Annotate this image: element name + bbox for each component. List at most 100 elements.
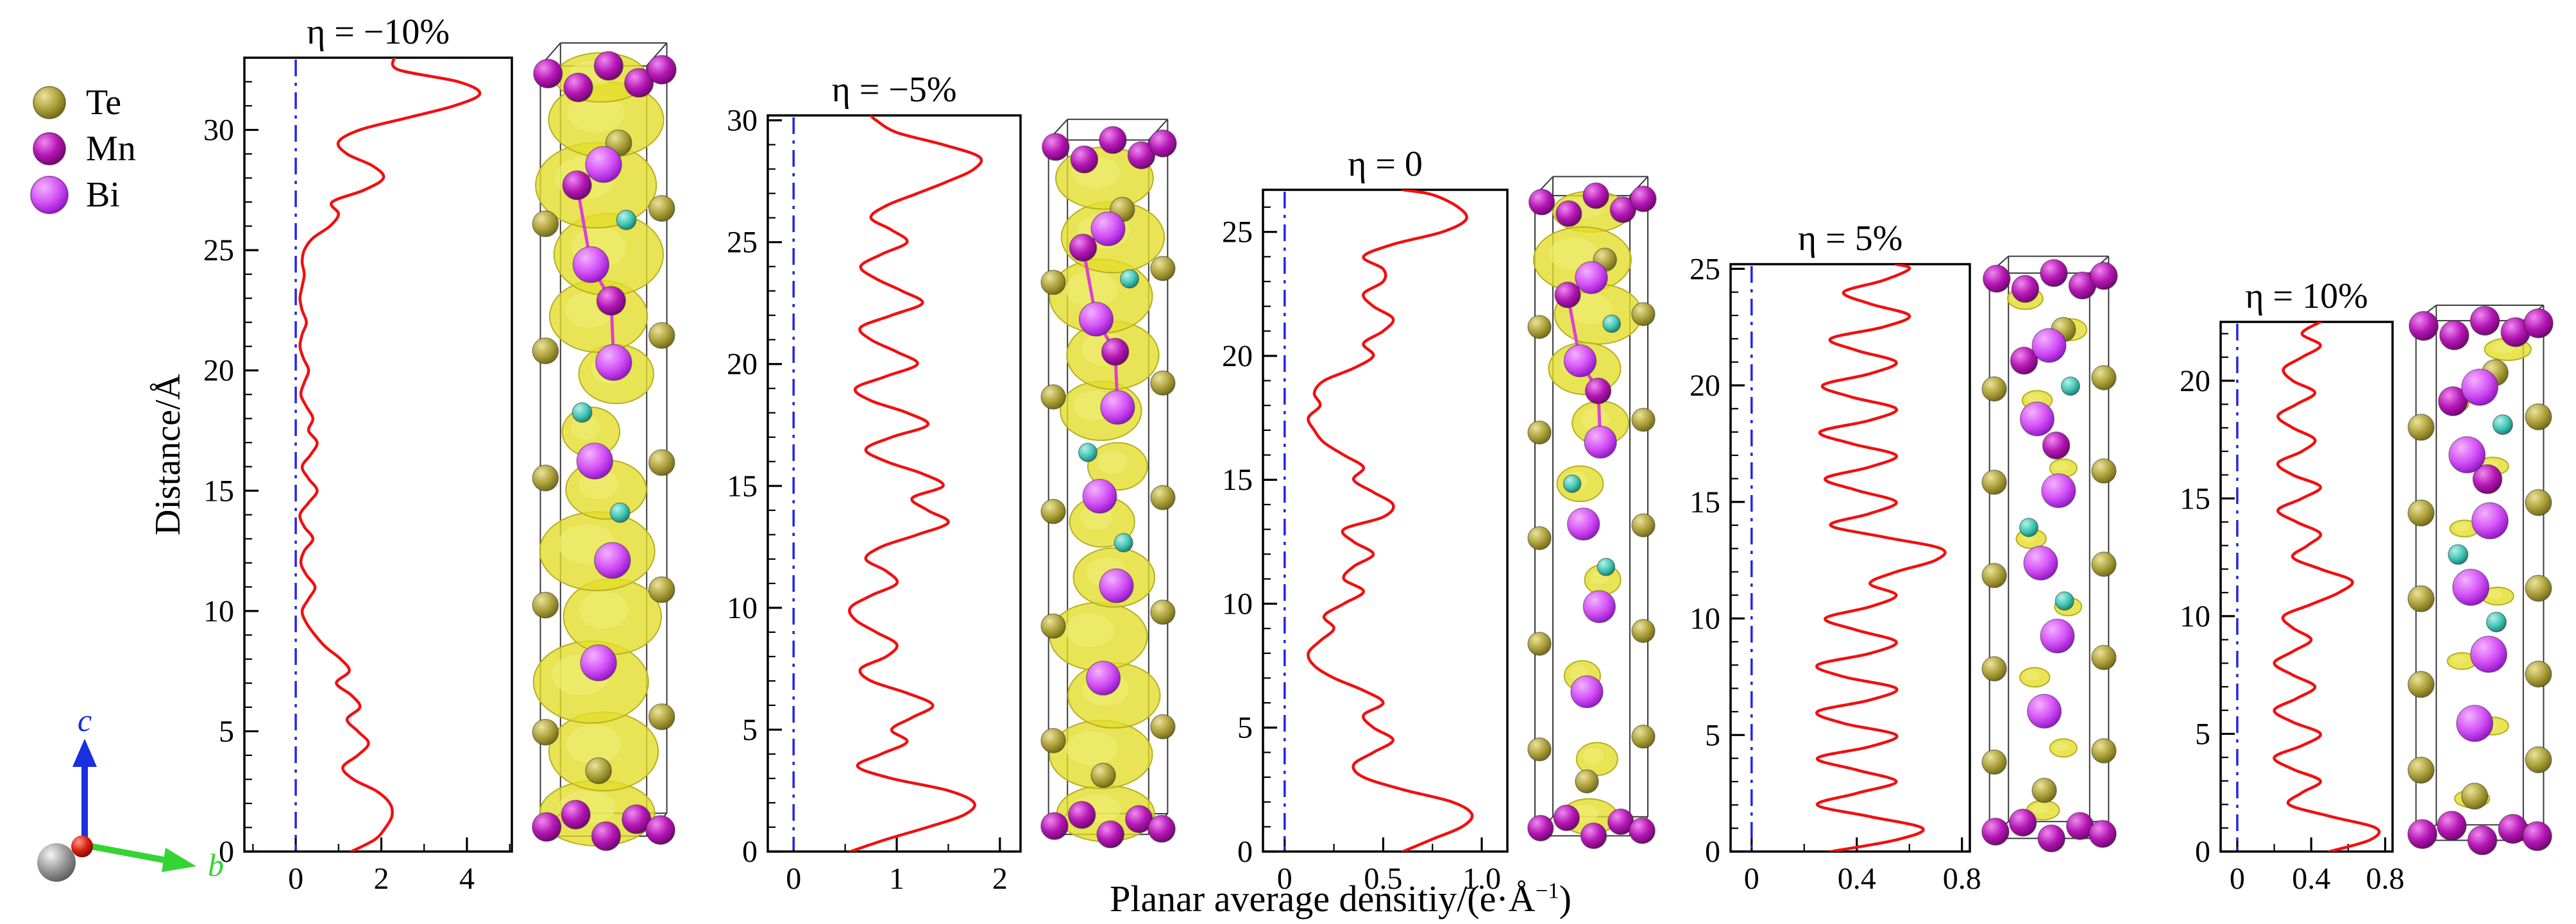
te-atom bbox=[585, 757, 613, 784]
bi-atom bbox=[585, 146, 622, 183]
bi-atom bbox=[1575, 261, 1608, 294]
plot-frame bbox=[767, 114, 1022, 853]
x-atom bbox=[572, 402, 593, 423]
bi-atom bbox=[1582, 590, 1616, 623]
te-atom bbox=[1631, 619, 1656, 643]
bi-atom bbox=[1099, 568, 1134, 603]
te-atom bbox=[1040, 269, 1066, 296]
te-atom bbox=[1527, 315, 1552, 339]
isosurface-highlight bbox=[2031, 803, 2049, 814]
isosurface-highlight bbox=[566, 725, 622, 764]
bi-atom bbox=[1566, 507, 1600, 541]
density-plot-eta-minus-5: 0 5 10 15 20 25 30 0 1 2 bbox=[727, 104, 1022, 896]
x-atom bbox=[2060, 376, 2081, 396]
te-atom bbox=[648, 449, 675, 476]
mn-atom bbox=[2089, 819, 2117, 848]
isosurface-highlight bbox=[1581, 408, 1610, 430]
mn-atom bbox=[2472, 464, 2503, 494]
y-tick-label: 15 bbox=[727, 469, 758, 503]
mn-atom bbox=[2436, 811, 2467, 841]
te-atom bbox=[1040, 498, 1066, 525]
legend-item-te: Te bbox=[27, 80, 121, 125]
y-tick-label: 10 bbox=[2180, 600, 2210, 634]
origin-sphere bbox=[71, 836, 93, 857]
te-atom bbox=[2407, 671, 2435, 698]
x-atom bbox=[1563, 475, 1582, 493]
mn-atom bbox=[533, 58, 563, 88]
mn-atom bbox=[2522, 821, 2552, 852]
density-curve bbox=[298, 58, 482, 852]
b-axis-arrow bbox=[84, 842, 171, 864]
te-atom bbox=[648, 195, 675, 222]
y-tick-label: 30 bbox=[203, 113, 234, 147]
x-atom bbox=[1114, 533, 1133, 553]
te-atom bbox=[1631, 302, 1656, 326]
isosurface-highlight bbox=[2454, 523, 2470, 532]
te-atom bbox=[648, 576, 675, 603]
bi-atom bbox=[595, 344, 632, 381]
x-tick-label: 0 bbox=[2230, 862, 2245, 896]
mn-atom bbox=[2439, 320, 2470, 351]
crystal-structure-eta-minus-5 bbox=[1040, 119, 1177, 849]
y-tick-label: 5 bbox=[1705, 718, 1720, 752]
isosurface-highlight bbox=[579, 591, 629, 629]
x-atom bbox=[2448, 544, 2469, 565]
x-tick-label: 2 bbox=[992, 862, 1008, 896]
te-atom bbox=[2031, 777, 2057, 803]
te-atom bbox=[1981, 656, 2007, 682]
bi-atom bbox=[576, 442, 613, 480]
isosurface-highlight bbox=[1065, 731, 1118, 766]
te-atom bbox=[1150, 370, 1176, 396]
y-tick-label: 20 bbox=[203, 354, 234, 388]
mn-atom bbox=[1148, 814, 1176, 843]
y-tick-label: 30 bbox=[727, 104, 758, 138]
mn-atom bbox=[593, 51, 624, 81]
a-axis-sphere bbox=[37, 843, 76, 882]
mn-atom bbox=[2409, 310, 2439, 341]
mn-atom bbox=[2037, 824, 2066, 853]
mn-atom bbox=[1554, 281, 1581, 308]
bi-atom bbox=[594, 542, 631, 579]
isosurface-highlight bbox=[1065, 613, 1114, 648]
panel-title-eta-5: η = 5% bbox=[1797, 219, 1903, 258]
y-tick-label: 0 bbox=[219, 835, 234, 869]
mn-atom bbox=[1630, 185, 1657, 212]
mn-atom bbox=[2008, 809, 2037, 837]
density-curve bbox=[848, 115, 983, 852]
mn-atom bbox=[562, 170, 592, 201]
bi-atom bbox=[1082, 478, 1117, 514]
bi-atom bbox=[580, 644, 617, 682]
bi-atom bbox=[2041, 473, 2076, 508]
mn-atom bbox=[532, 812, 562, 842]
isosurface-highlight bbox=[1097, 450, 1128, 475]
x-tick-label: 0 bbox=[288, 862, 303, 896]
mn-atom bbox=[1584, 377, 1612, 405]
te-atom bbox=[1150, 255, 1176, 281]
bi-atom bbox=[1090, 211, 1126, 247]
mn-atom bbox=[1070, 145, 1099, 174]
y-tick-label: 25 bbox=[203, 233, 234, 267]
mn-atom bbox=[1609, 196, 1637, 223]
y-tick-label: 20 bbox=[1690, 369, 1720, 403]
mn-atom bbox=[1629, 817, 1656, 844]
y-tick-label: 0 bbox=[1237, 835, 1253, 869]
mn-atom bbox=[1981, 818, 2010, 846]
y-tick-label: 20 bbox=[1222, 339, 1253, 373]
bi-atom bbox=[2040, 618, 2075, 654]
te-atom bbox=[1150, 485, 1176, 510]
te-atom bbox=[1150, 714, 1176, 740]
density-curve bbox=[2273, 322, 2381, 852]
mn-atom bbox=[2011, 274, 2040, 303]
density-plot-eta-0: 0 5 10 15 20 25 0 0.5 1.0 bbox=[1222, 189, 1509, 896]
bi-atom bbox=[2461, 368, 2498, 406]
legend-label-mn: Mn bbox=[86, 129, 136, 169]
y-tick-label: 5 bbox=[742, 713, 758, 747]
y-tick-label: 10 bbox=[727, 591, 758, 625]
mn-atom bbox=[647, 55, 677, 85]
mn-atom bbox=[1582, 182, 1609, 209]
te-atom bbox=[648, 322, 675, 349]
y-tick-label: 10 bbox=[203, 594, 234, 628]
te-atom bbox=[1527, 420, 1552, 445]
isosurface-highlight bbox=[567, 94, 625, 132]
